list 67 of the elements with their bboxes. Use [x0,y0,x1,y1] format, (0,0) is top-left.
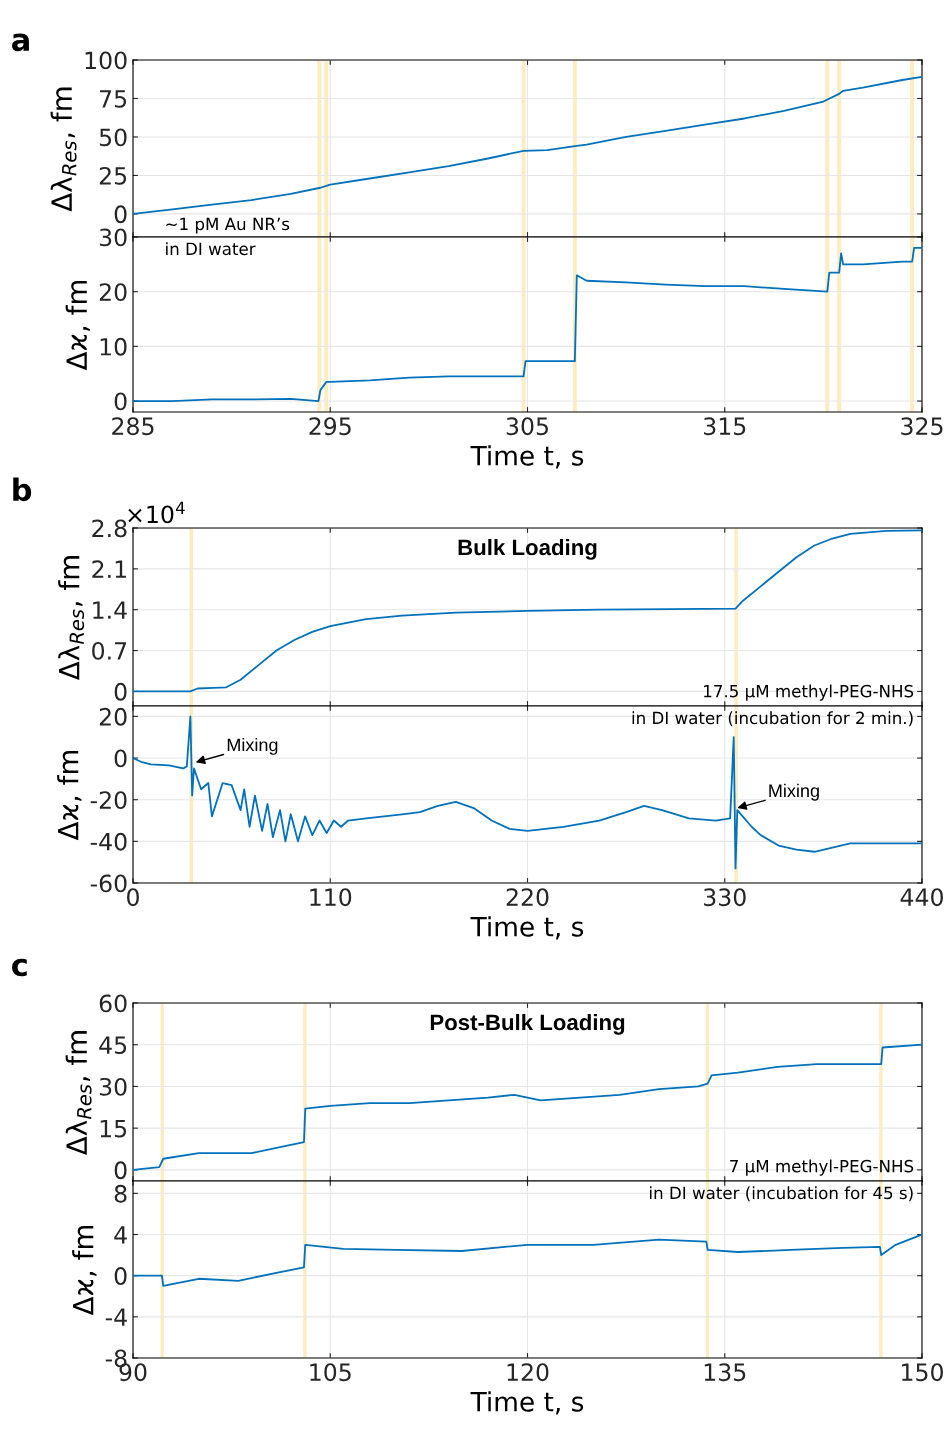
y-tick-label: -60 [90,874,127,893]
annotation: in DI water [166,242,256,256]
y-tick-label: 8 [114,1184,127,1203]
y-tick-label: 30 [99,228,127,247]
y-tick-label: 0 [114,205,127,224]
y-tick-label: 10 [100,337,127,356]
y-tick-label: 0 [114,1161,127,1180]
annotation: 7 µM methyl-PEG-NHS [730,1159,914,1176]
x-tick-label: 0 [127,888,139,907]
x-tick-label: 440 [900,888,943,907]
y-tick-label: 60 [99,994,127,1013]
x-axis-title: Time t, s [470,1391,584,1415]
y-tick-label: 20 [99,707,127,726]
chart-title: Post-Bulk Loading [430,1013,625,1035]
text: b [13,477,32,502]
annotation: 17.5 µM methyl-PEG-NHS [704,684,914,701]
y-tick-label: 15 [100,1119,127,1138]
text: c [12,958,27,977]
y-tick-label: 100 [85,51,127,70]
x-tick-label: 135 [704,1363,746,1382]
y-tick-label: -40 [90,832,127,851]
x-tick-label: 295 [309,417,351,436]
line-series [133,76,922,215]
y-axis-title: Δλ$_{Res}$, fm [58,556,85,681]
x-tick-label: 150 [902,1363,943,1382]
y-axis-title: Δϰ, fm [65,280,90,371]
y-tick-label: 30 [99,1077,127,1096]
y-axis-title: Δϰ, fm [57,750,82,841]
text: ×10$^{4}$ [128,501,185,524]
x-tick-label: 325 [901,417,943,436]
y-tick-label: 45 [99,1036,127,1055]
y-axis-title: Δϰ, fm [72,1225,97,1316]
y-tick-label: 0 [114,749,127,768]
x-tick-label: 110 [310,888,352,907]
y-tick-label: 0 [114,392,127,411]
y-tick-label: 20 [99,283,127,301]
y-tick-label: 1.4 [93,601,127,619]
x-axis-title: Time t, s [470,445,584,469]
annotation: in DI water (incubation for 45 s) [650,1186,913,1202]
x-tick-label: 285 [112,417,154,436]
y-tick-label: 4 [114,1226,127,1244]
y-tick-label: 50 [99,128,127,147]
x-tick-label: 305 [506,417,548,436]
x-tick-label: 220 [506,888,549,907]
line-series [133,1233,922,1287]
y-tick-label: 0 [114,682,127,701]
chart-title: Bulk Loading [458,538,597,560]
y-axis-title: Δλ$_{Res}$, fm [65,1031,92,1156]
y-tick-label: 2.8 [92,519,127,538]
annotation: Mixing [227,738,278,755]
y-tick-label: 0.7 [92,642,127,660]
y-tick-label: 2.1 [92,560,126,578]
y-tick-label: 0 [114,1267,127,1285]
x-axis-title: Time t, s [470,916,584,940]
x-tick-label: 330 [704,888,746,907]
y-tick-label: 25 [99,166,127,185]
x-tick-label: 315 [704,417,746,436]
annotation: Mixing [769,783,819,801]
y-tick-label: -20 [90,791,127,810]
y-tick-label: 75 [100,90,127,108]
text: a [12,33,29,52]
y-tick-label: -4 [105,1308,127,1326]
x-tick-label: 120 [507,1363,549,1382]
annotation: ∼1 pM Au NR’s [166,217,290,234]
y-axis-title: Δλ$_{Res}$, fm [50,87,77,212]
x-tick-label: 105 [310,1363,351,1382]
annotation: in DI water (incubation for 2 min.) [632,711,913,727]
